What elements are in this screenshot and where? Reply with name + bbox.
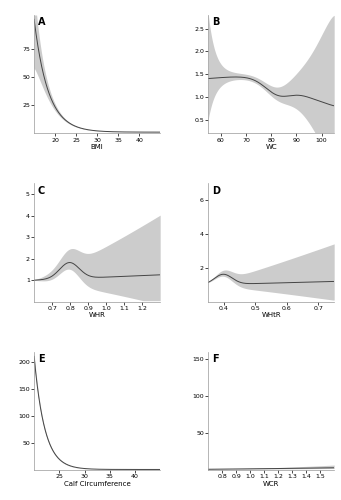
X-axis label: WC: WC [265,144,277,150]
Text: C: C [38,186,45,196]
X-axis label: WHtR: WHtR [261,312,281,318]
X-axis label: Calf Circumference: Calf Circumference [64,480,131,486]
Text: B: B [212,18,219,28]
Text: F: F [212,354,219,364]
Text: E: E [38,354,45,364]
Text: D: D [212,186,220,196]
X-axis label: WHR: WHR [89,312,106,318]
X-axis label: BMI: BMI [91,144,104,150]
Text: A: A [38,18,45,28]
X-axis label: WCR: WCR [263,480,279,486]
